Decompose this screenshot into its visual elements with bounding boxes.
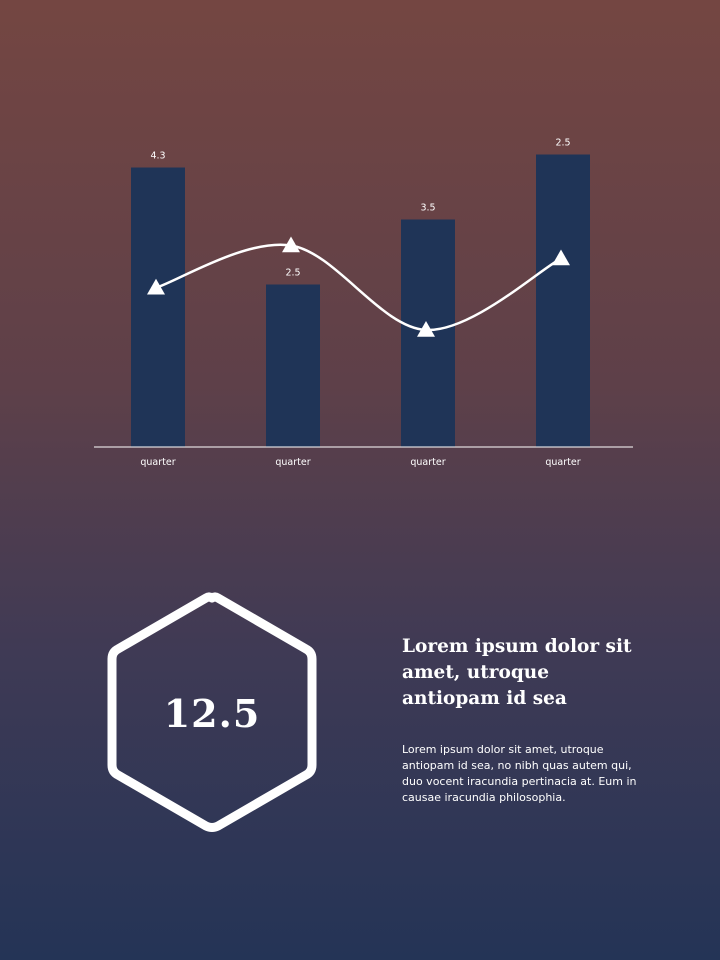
bar-2 — [266, 284, 320, 447]
x-tick-label-1: quarter — [140, 457, 175, 468]
line-marker-1 — [147, 278, 165, 295]
bar-value-label-4: 2.5 — [555, 138, 570, 149]
bar-value-label-1: 4.3 — [150, 151, 165, 162]
x-tick-labels: quarter quarter quarter quarter — [140, 457, 580, 468]
line-series — [155, 243, 562, 332]
line-marker-3 — [417, 321, 435, 337]
line-markers — [147, 236, 570, 337]
x-tick-label-3: quarter — [410, 457, 445, 468]
line-marker-4 — [552, 249, 570, 266]
bar-value-label-3: 3.5 — [420, 203, 435, 214]
bar-series — [131, 154, 590, 447]
combo-chart: 4.32.53.52.5 quarter quarter quarter quarte… — [131, 138, 590, 468]
bar-4 — [536, 154, 590, 447]
body-text: Lorem ipsum dolor sit amet, utroque anti… — [402, 743, 637, 804]
bar-1 — [131, 167, 185, 447]
hexagon-icon — [107, 592, 317, 832]
x-tick-label-4: quarter — [545, 457, 580, 468]
bar-value-labels: 4.3 2.5 3.5 2.5 — [150, 138, 570, 279]
line-marker-2 — [282, 236, 300, 253]
headline: Lorem ipsum dolor sit amet, utroque anti… — [402, 636, 632, 709]
highlight-value: 12.5 — [163, 690, 261, 736]
bar-value-label-2: 2.5 — [285, 268, 300, 279]
x-tick-label-2: quarter — [275, 457, 310, 468]
hexagon-badge: 12.5 — [100, 590, 324, 836]
